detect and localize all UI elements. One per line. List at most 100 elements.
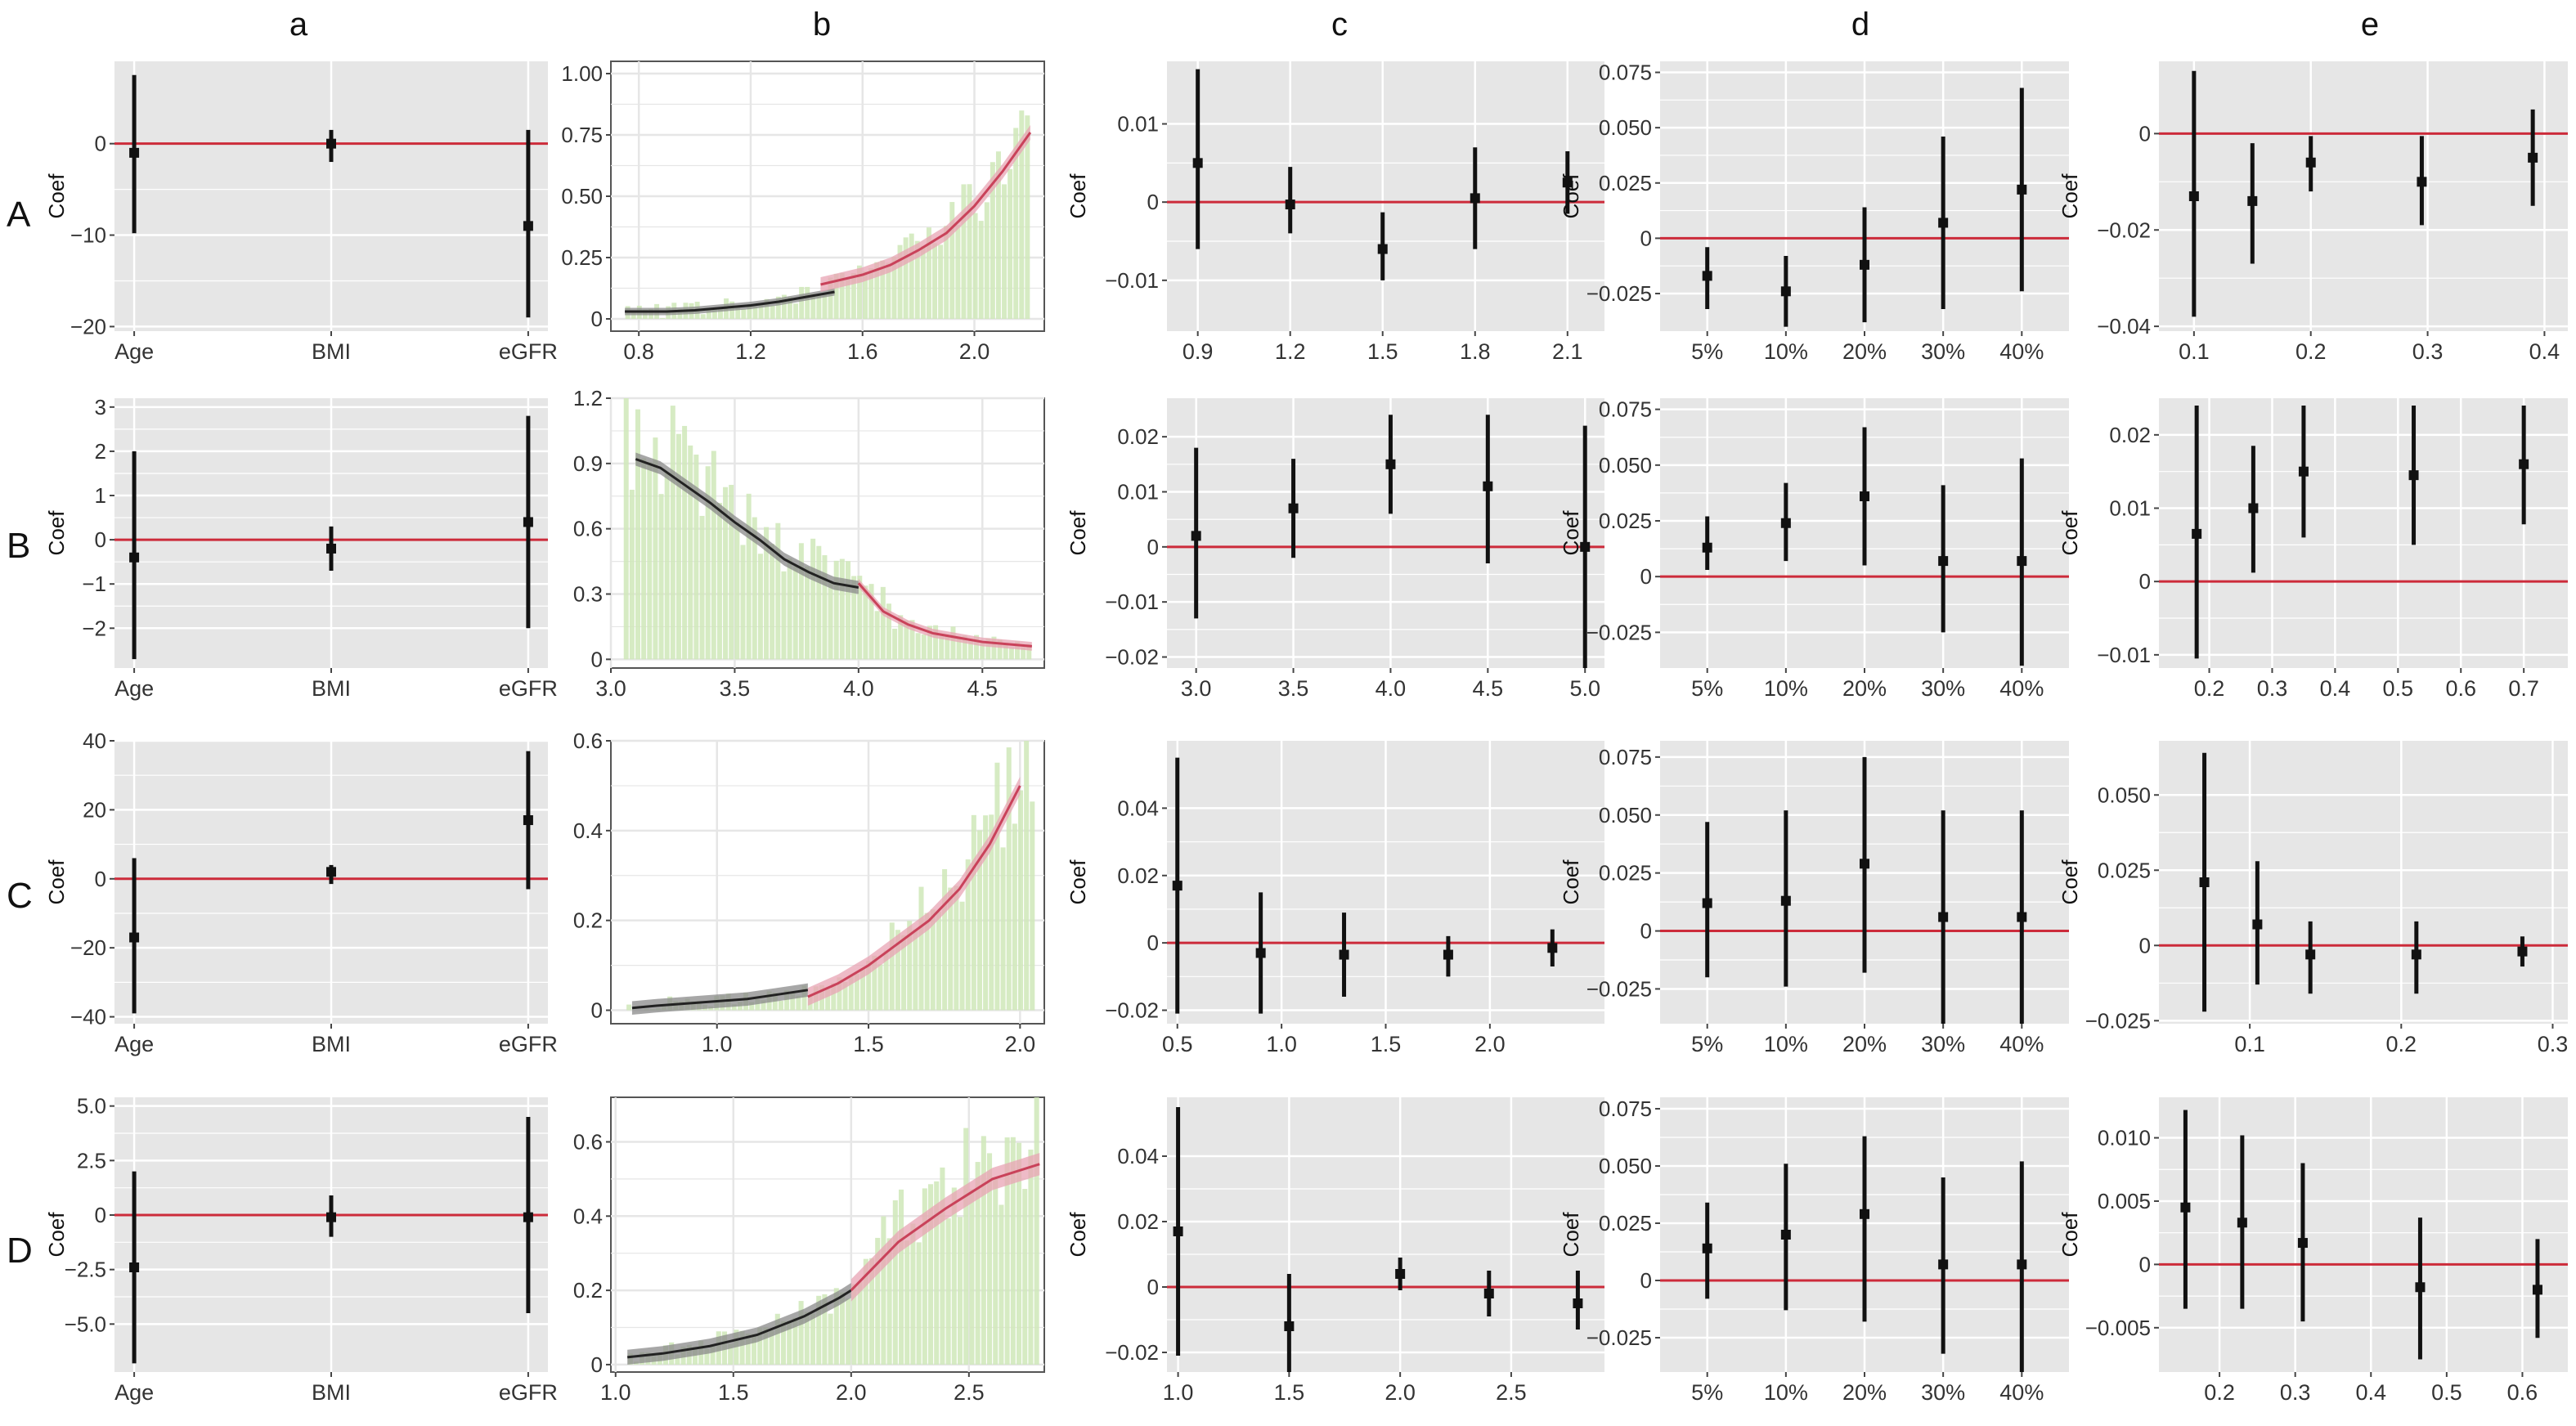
point-estimate bbox=[2417, 177, 2427, 187]
histogram-bar bbox=[984, 202, 990, 319]
histogram-bar bbox=[704, 1348, 710, 1365]
histogram-bar bbox=[758, 303, 764, 319]
point-estimate bbox=[2517, 946, 2528, 957]
histogram-bar bbox=[907, 921, 913, 1011]
histogram-bar bbox=[863, 271, 868, 319]
panel-Cd: 0.075 0.050 0.025 0 −0.025 Coef 5% 10% 20% 30% 40% bbox=[1559, 741, 2069, 1056]
histogram-bar bbox=[1015, 641, 1021, 660]
point-estimate bbox=[1443, 949, 1453, 960]
x-tick-label: 0.5 bbox=[2431, 1380, 2462, 1405]
y-axis-title: Coef bbox=[1066, 173, 1090, 219]
histogram-bar bbox=[895, 930, 900, 1011]
histogram-bar bbox=[1006, 747, 1012, 1011]
histogram-bar bbox=[930, 909, 936, 1011]
histogram-bar bbox=[717, 307, 723, 319]
y-tick-label: 0 bbox=[591, 998, 603, 1023]
y-tick-label: 0.005 bbox=[2098, 1189, 2151, 1213]
x-tick-label: 2.0 bbox=[1474, 1032, 1506, 1056]
point-estimate bbox=[1385, 459, 1396, 469]
point-estimate bbox=[1192, 158, 1203, 168]
x-tick-label: 2.5 bbox=[1496, 1380, 1527, 1405]
x-tick-label: 1.2 bbox=[735, 339, 766, 364]
x-tick-label: 5% bbox=[1691, 339, 1723, 364]
panel-background bbox=[2159, 61, 2568, 331]
histogram-bar bbox=[635, 409, 640, 660]
histogram-bar bbox=[866, 961, 872, 1011]
x-tick-label: 3.0 bbox=[1181, 676, 1212, 701]
histogram-bar bbox=[822, 1294, 828, 1365]
x-tick-label: 1.8 bbox=[1460, 339, 1491, 364]
y-tick-label: 2.5 bbox=[77, 1148, 106, 1173]
y-tick-label: 0.2 bbox=[573, 1278, 603, 1303]
histogram-bar bbox=[883, 950, 889, 1011]
point-estimate bbox=[1860, 259, 1869, 270]
histogram-bar bbox=[880, 586, 886, 660]
point-estimate bbox=[1470, 193, 1480, 204]
y-tick-label: 0.02 bbox=[2109, 423, 2151, 447]
x-tick-label: 2.0 bbox=[1005, 1032, 1036, 1056]
histogram-bar bbox=[863, 1258, 868, 1365]
y-tick-label: 0.025 bbox=[1599, 509, 1652, 533]
histogram-bar bbox=[828, 1313, 833, 1365]
histogram-bar bbox=[892, 628, 898, 660]
histogram-bar bbox=[868, 268, 874, 319]
histogram-bar bbox=[764, 298, 770, 319]
histogram-bar bbox=[967, 184, 972, 319]
histogram-bar bbox=[745, 1334, 751, 1365]
panel-background bbox=[2159, 741, 2568, 1024]
histogram-bar bbox=[990, 162, 995, 319]
panel-background bbox=[2159, 398, 2568, 668]
point-estimate bbox=[2248, 503, 2259, 513]
x-tick-label: 0.5 bbox=[2383, 676, 2414, 701]
x-tick-label: eGFR bbox=[499, 676, 558, 701]
histogram-bar bbox=[1019, 110, 1025, 319]
histogram-bar bbox=[993, 1178, 999, 1365]
histogram-bar bbox=[801, 985, 807, 1011]
y-tick-label: −0.01 bbox=[1105, 268, 1159, 293]
histogram-bar bbox=[874, 611, 880, 660]
y-tick-label: 0.02 bbox=[1117, 424, 1159, 449]
x-tick-label: 0.2 bbox=[2386, 1032, 2417, 1056]
point-estimate bbox=[1702, 542, 1712, 553]
histogram-bar bbox=[728, 1343, 734, 1365]
y-tick-label: 0.075 bbox=[1599, 397, 1652, 422]
panel-Ad: 0.075 0.050 0.025 0 −0.025 Coef 5% 10% 20% 30% 40% bbox=[1559, 61, 2069, 364]
y-tick-label: −0.01 bbox=[2097, 643, 2151, 667]
histogram-bar bbox=[945, 635, 950, 660]
y-axis-title: Coef bbox=[1066, 1212, 1090, 1258]
histogram-bar bbox=[757, 1327, 763, 1365]
point-estimate bbox=[129, 932, 140, 943]
series-above-threshold-confidence-band bbox=[850, 1153, 1040, 1302]
point-estimate bbox=[1702, 898, 1712, 908]
row-label-C: C bbox=[7, 876, 33, 916]
histogram-bar bbox=[792, 1317, 798, 1365]
column-label-e: e bbox=[2361, 7, 2379, 43]
y-tick-label: 0 bbox=[1147, 1275, 1159, 1299]
histogram-bar bbox=[775, 522, 781, 660]
x-tick-label: 2.0 bbox=[836, 1380, 867, 1405]
y-tick-label: −40 bbox=[70, 1005, 106, 1029]
series-above-threshold-line bbox=[820, 132, 1032, 286]
panel-background bbox=[1167, 398, 1604, 668]
x-tick-label: 1.5 bbox=[853, 1032, 884, 1056]
x-tick-label: 3.5 bbox=[720, 676, 751, 701]
histogram-bar bbox=[915, 633, 921, 660]
histogram-bar bbox=[949, 202, 955, 319]
histogram-bar bbox=[945, 1217, 951, 1365]
histogram-bar bbox=[933, 625, 939, 660]
histogram-bar bbox=[951, 1187, 957, 1365]
histogram-bar bbox=[942, 869, 948, 1011]
x-tick-label: 1.5 bbox=[1371, 1032, 1402, 1056]
point-estimate bbox=[2017, 184, 2027, 195]
histogram-bar bbox=[989, 814, 994, 1011]
x-tick-label: Age bbox=[114, 1380, 154, 1405]
y-tick-label: 1.2 bbox=[573, 386, 603, 410]
series-above-threshold-line bbox=[857, 582, 1032, 648]
histogram-bar bbox=[926, 227, 931, 319]
y-tick-label: 0.025 bbox=[1599, 171, 1652, 195]
histogram-bar bbox=[1030, 801, 1035, 1011]
point-estimate bbox=[1483, 481, 1493, 491]
x-tick-label: 0.3 bbox=[2280, 1380, 2311, 1405]
x-tick-label: 0.1 bbox=[2234, 1032, 2265, 1056]
y-tick-label: −0.01 bbox=[1105, 590, 1159, 614]
